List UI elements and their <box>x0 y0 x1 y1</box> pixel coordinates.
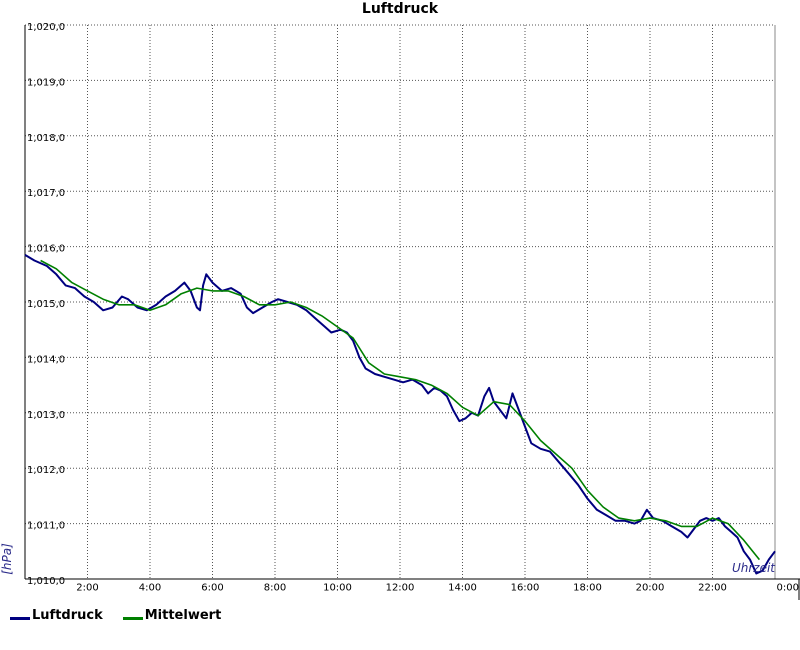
legend-item-mittelwert: Mittelwert <box>122 608 222 623</box>
y-tick-label: 1,019,0 <box>27 77 65 88</box>
x-tick-label: 4:00 <box>139 582 161 593</box>
x-tick-label: 16:00 <box>511 582 540 593</box>
y-tick-label: 1,011,0 <box>27 521 65 532</box>
legend-item-luftdruck: Luftdruck <box>10 608 103 623</box>
y-tick-label: 1,017,0 <box>27 188 65 199</box>
chart-title: Luftdruck <box>362 1 439 17</box>
legend-label-luftdruck: Luftdruck <box>32 608 103 623</box>
y-tick-label: 1,020,0 <box>27 22 65 33</box>
x-tick-label: 10:00 <box>323 582 352 593</box>
x-tick-label: 20:00 <box>636 582 665 593</box>
y-tick-label: 1,018,0 <box>27 133 65 144</box>
y-tick-label: 1,015,0 <box>27 299 65 310</box>
legend-swatch-mittelwert <box>122 617 143 620</box>
x-tick-label: 18:00 <box>573 582 602 593</box>
series-lines <box>24 254 776 575</box>
x-tick-label: 14:00 <box>448 582 477 593</box>
x-tick-label: 0:00 <box>777 582 799 593</box>
grid <box>25 24 775 579</box>
y-tick-label: 1,016,0 <box>27 244 65 255</box>
y-tick-label: 1,013,0 <box>27 410 65 421</box>
series-line-mittelwert <box>40 259 761 561</box>
y-tick-label: 1,012,0 <box>27 465 65 476</box>
series-line-luftdruck <box>24 254 776 575</box>
x-tick-label: 12:00 <box>386 582 415 593</box>
x-tick-label: 22:00 <box>698 582 727 593</box>
y-tick-labels: 1,010,0 1,011,0 1,012,0 1,013,0 1,014,0 1,015… <box>27 22 65 587</box>
legend-swatch-luftdruck <box>10 617 30 620</box>
x-tick-label: 8:00 <box>264 582 286 593</box>
x-axis-label: Uhrzeit <box>732 561 776 575</box>
x-tick-labels: 2:00 4:00 6:00 8:00 10:00 12:00 14:00 16:00 18:0… <box>76 582 799 593</box>
legend: Luftdruck Mittelwert <box>10 608 241 623</box>
y-tick-label: 1,014,0 <box>27 354 65 365</box>
y-tick-label: 1,010,0 <box>27 576 65 587</box>
legend-label-mittelwert: Mittelwert <box>144 608 222 623</box>
y-axis-label: [hPa] <box>0 543 14 575</box>
x-tick-label: 6:00 <box>201 582 223 593</box>
x-tick-label: 2:00 <box>76 582 98 593</box>
